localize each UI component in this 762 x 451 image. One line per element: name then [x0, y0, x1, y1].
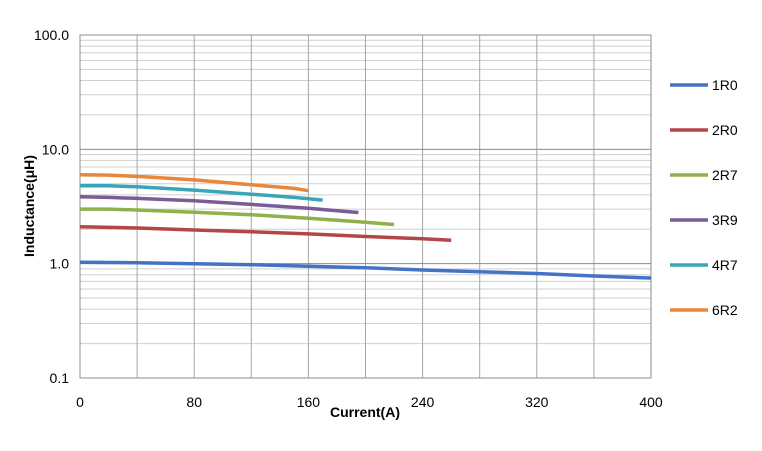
x-tick-label: 80: [186, 394, 202, 410]
x-tick-label: 240: [411, 394, 435, 410]
legend-label: 3R9: [712, 212, 738, 228]
x-tick-label: 0: [76, 394, 84, 410]
x-tick-label: 320: [525, 394, 549, 410]
legend-item-1r0: 1R0: [670, 77, 738, 93]
series-line-2r7: [80, 207, 395, 227]
legend-label: 4R7: [712, 257, 738, 273]
legend-item-2r0: 2R0: [670, 122, 738, 138]
series-lines: [79, 172, 652, 280]
plot-border: [79, 34, 652, 379]
y-axis-ticks: 0.1 1.0 10.0 100.0: [34, 27, 69, 386]
y-tick-label: 1.0: [50, 256, 70, 272]
legend-label: 6R2: [712, 302, 738, 318]
legend: 1R0 2R0 2R7 3R9 4R7 6R2: [670, 77, 738, 318]
series-line-3r9: [79, 194, 359, 215]
legend-label: 2R0: [712, 122, 738, 138]
y-tick-label: 0.1: [50, 370, 70, 386]
y-tick-label: 10.0: [42, 141, 69, 157]
legend-item-4r7: 4R7: [670, 257, 738, 273]
major-gridlines: [80, 34, 651, 379]
x-tick-label: 400: [639, 394, 663, 410]
legend-item-6r2: 6R2: [670, 302, 738, 318]
series-line-6r2: [79, 172, 309, 193]
legend-item-3r9: 3R9: [670, 212, 738, 228]
series-line-1r0: [79, 260, 652, 280]
x-axis-ticks: 0 80 160 240 320 400: [76, 394, 663, 410]
x-axis-label: Current(A): [330, 404, 400, 420]
series-line-2r0: [79, 225, 452, 243]
y-tick-label: 100.0: [34, 27, 69, 43]
series-line-4r7: [80, 184, 323, 202]
legend-label: 2R7: [712, 167, 738, 183]
x-tick-label: 160: [297, 394, 321, 410]
plot-area: [79, 34, 652, 379]
legend-label: 1R0: [712, 77, 738, 93]
legend-item-2r7: 2R7: [670, 167, 738, 183]
y-axis-label: Inductance(μH): [21, 155, 37, 257]
